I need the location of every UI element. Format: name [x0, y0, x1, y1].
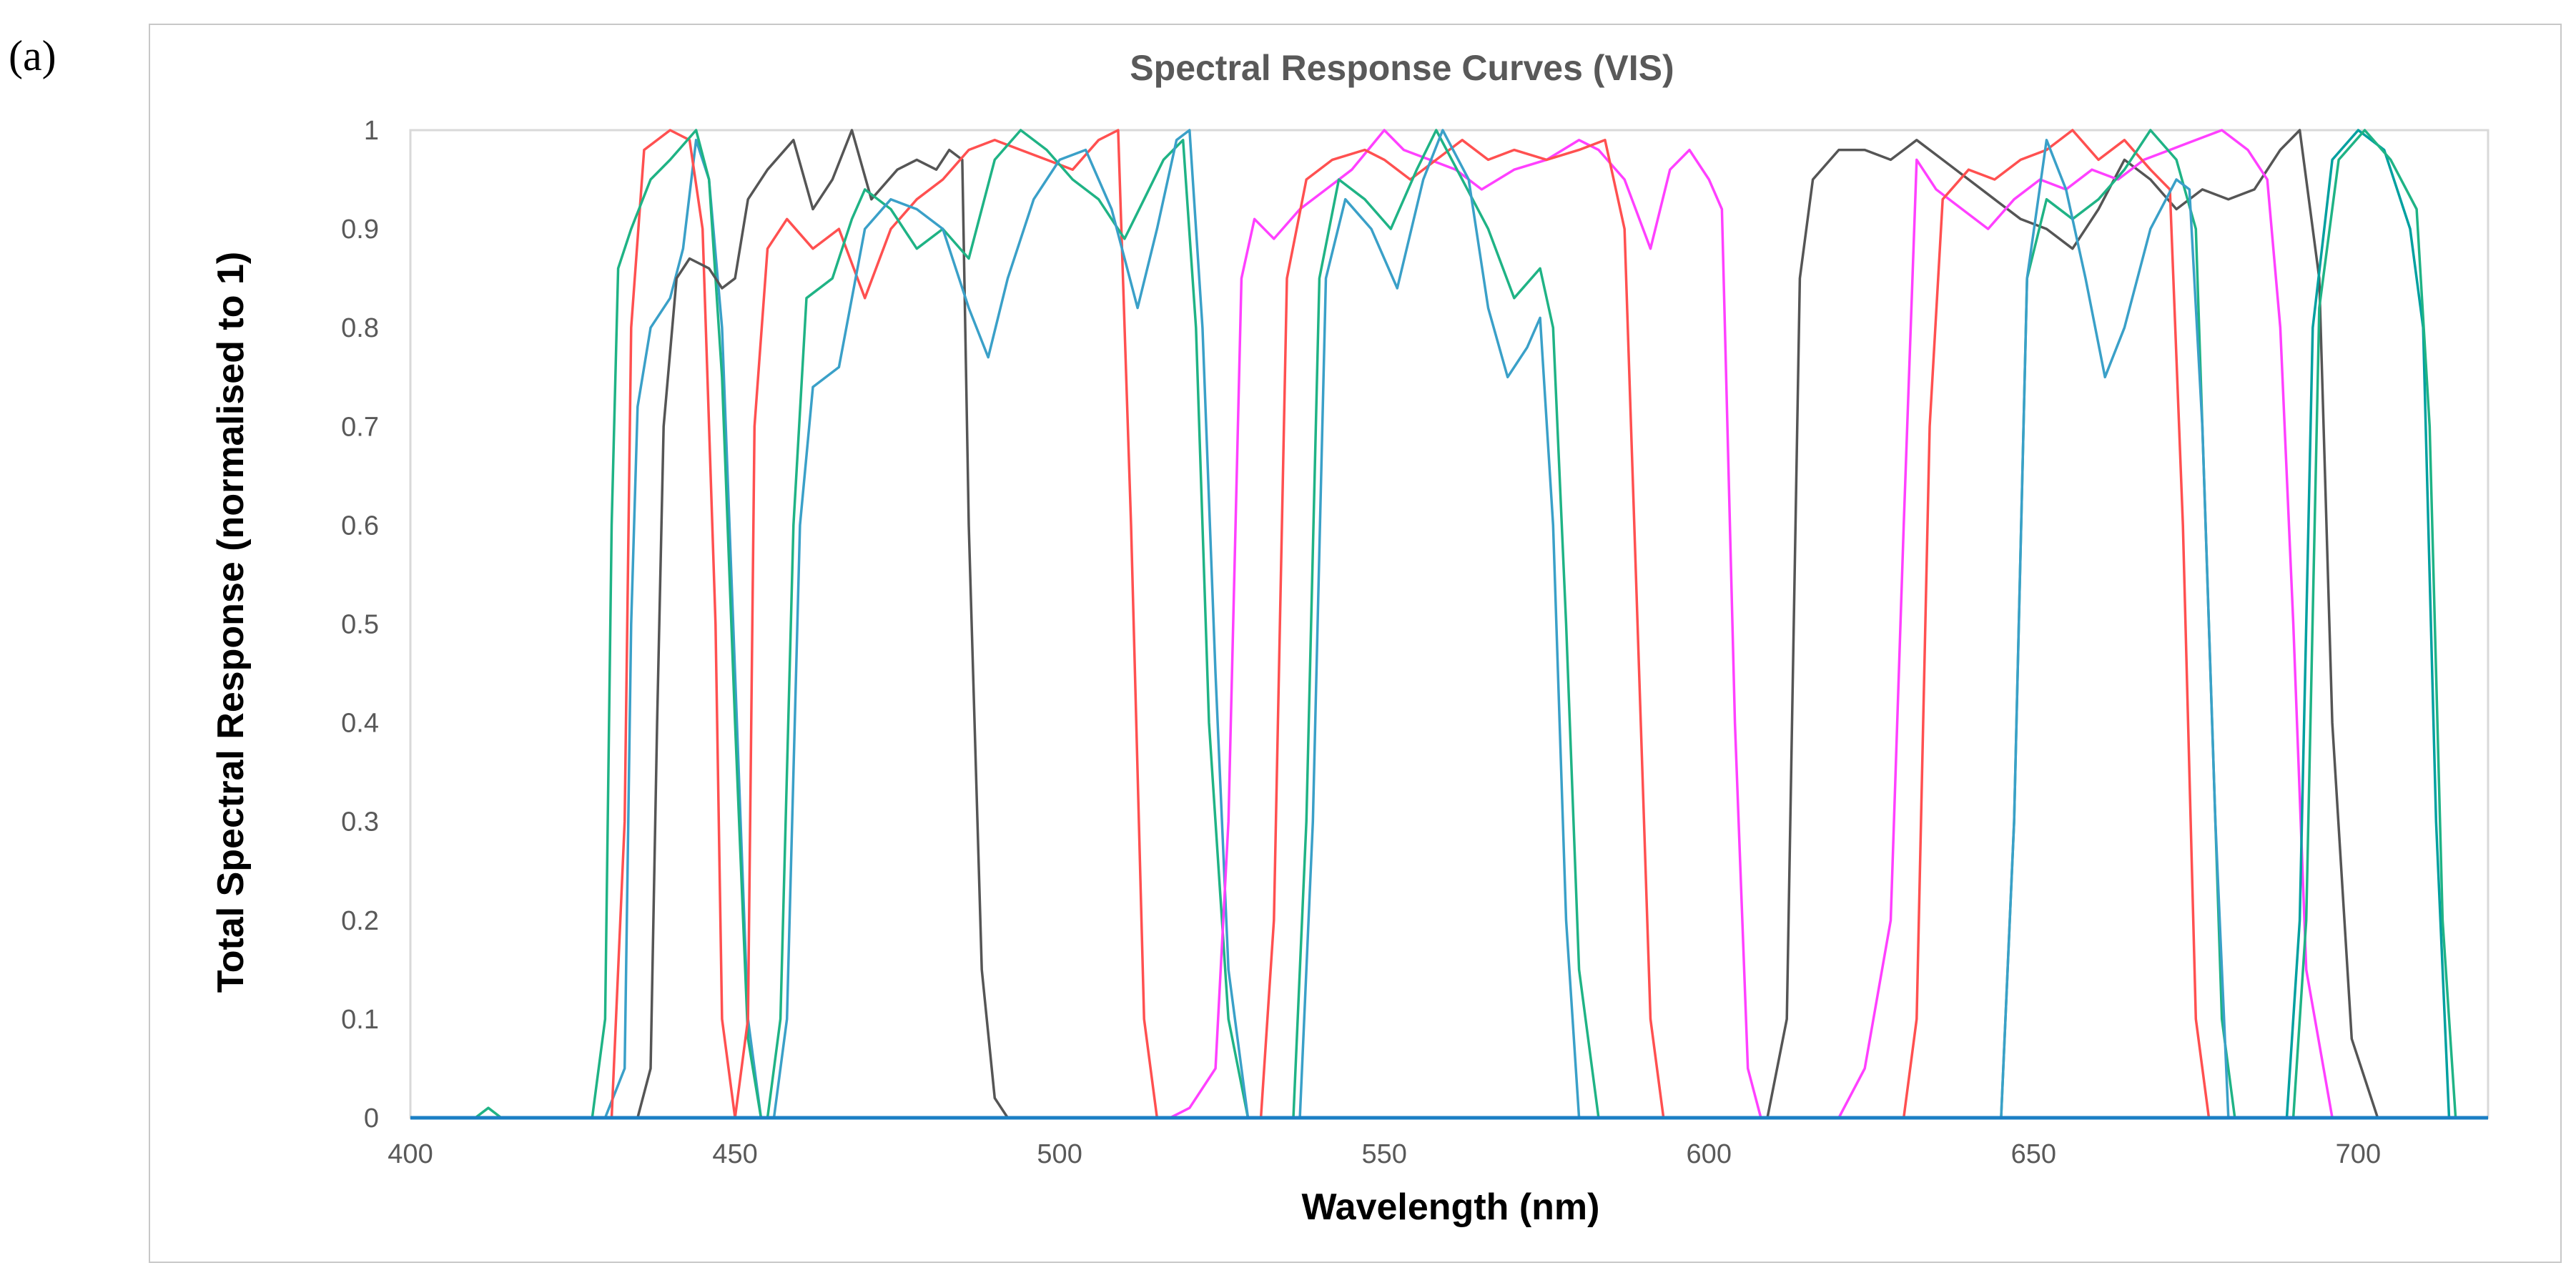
series-band-5: [410, 129, 1159, 1119]
y-tick-label: 0.4: [341, 709, 379, 739]
panel-label: (a): [9, 32, 56, 79]
series-band-6: [410, 129, 1250, 1119]
x-tick-label: 550: [1361, 1139, 1406, 1169]
y-tick-label: 0.3: [341, 807, 379, 837]
x-tick-label: 500: [1037, 1139, 1082, 1169]
series-band-9: [410, 139, 1665, 1119]
y-tick-label: 1: [364, 116, 379, 146]
x-tick-label: 650: [2011, 1139, 2056, 1169]
series-band-14: [410, 129, 2211, 1119]
series-band-7: [410, 129, 1250, 1119]
y-tick-label: 0.7: [341, 412, 379, 442]
y-tick-label: 0.8: [341, 313, 379, 343]
y-tick-label: 0.5: [341, 610, 379, 640]
y-tick-label: 0.1: [341, 1005, 379, 1035]
x-tick-label: 450: [712, 1139, 757, 1169]
series-band-1: [410, 139, 763, 1119]
series-band-15: [410, 129, 2236, 1119]
series-lines: [410, 129, 2488, 1120]
series-band-10: [410, 129, 1600, 1119]
y-tick-label: 0.6: [341, 511, 379, 541]
x-tick-label: 700: [2336, 1139, 2381, 1169]
x-tick-label: 400: [388, 1139, 433, 1169]
series-band-11: [410, 129, 1581, 1119]
x-axis-label: Wavelength (nm): [1302, 1186, 1600, 1228]
x-tick-label: 600: [1687, 1139, 1732, 1169]
series-band-17: [410, 129, 2451, 1119]
series-band-12: [410, 129, 2379, 1119]
series-band-16: [410, 139, 2230, 1119]
y-axis-label: Total Spectral Response (normalised to 1…: [210, 252, 252, 993]
series-band-8: [410, 129, 1762, 1119]
axis-ticks: 400 450 500 550 600 650 700 0 0.1 0.2 0.3 0.4 0.5 0.6…: [341, 116, 2381, 1169]
series-band-2: [410, 129, 736, 1119]
y-tick-label: 0.9: [341, 215, 379, 245]
series-band-18: [410, 129, 2457, 1119]
series-band-4: [410, 129, 1009, 1119]
series-band-13: [410, 129, 2334, 1119]
y-tick-label: 0.2: [341, 906, 379, 936]
series-band-3: [410, 129, 763, 1119]
chart-title: Spectral Response Curves (VIS): [1130, 48, 1674, 88]
y-tick-label: 0: [364, 1103, 379, 1134]
chart-frame: [149, 24, 2562, 1263]
